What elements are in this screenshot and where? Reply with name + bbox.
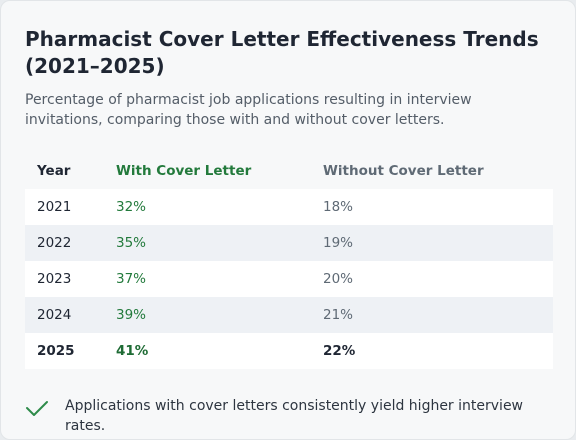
- header-year: Year: [37, 163, 71, 179]
- cell-without-cover-letter: 19%: [323, 225, 553, 261]
- cell-year: 2022: [25, 225, 116, 261]
- cell-with-cover-letter: 37%: [116, 261, 323, 297]
- chart-title: Pharmacist Cover Letter Effectiveness Tr…: [25, 27, 539, 78]
- footer-note-text: Applications with cover letters consiste…: [65, 398, 524, 434]
- cell-year: 2023: [25, 261, 116, 297]
- table-row: 2021 32% 18%: [25, 189, 553, 225]
- cell-year: 2021: [25, 189, 116, 225]
- data-table: Year With Cover Letter Without Cover Let…: [25, 153, 553, 369]
- table-row: 2024 39% 21%: [25, 297, 553, 333]
- table-header-row: Year With Cover Letter Without Cover Let…: [25, 153, 553, 189]
- cell-year: 2025: [25, 333, 116, 369]
- table-row-latest: 2025 41% 22%: [25, 333, 553, 369]
- header-with-cover-letter: With Cover Letter: [116, 163, 252, 179]
- cell-without-cover-letter: 18%: [323, 189, 553, 225]
- cell-year: 2024: [25, 297, 116, 333]
- cell-with-cover-letter: 39%: [116, 297, 323, 333]
- table-row: 2022 35% 19%: [25, 225, 553, 261]
- header-without-cover-letter: Without Cover Letter: [323, 163, 484, 179]
- check-icon: [26, 401, 48, 416]
- cell-with-cover-letter: 35%: [116, 225, 323, 261]
- cell-without-cover-letter: 20%: [323, 261, 553, 297]
- cell-without-cover-letter: 22%: [323, 333, 553, 369]
- footer-note: Applications with cover letters consiste…: [25, 393, 553, 434]
- cell-without-cover-letter: 21%: [323, 297, 553, 333]
- cell-with-cover-letter: 41%: [116, 333, 323, 369]
- cell-with-cover-letter: 32%: [116, 189, 323, 225]
- table-row: 2023 37% 20%: [25, 261, 553, 297]
- chart-subtitle: Percentage of pharmacist job application…: [25, 92, 472, 128]
